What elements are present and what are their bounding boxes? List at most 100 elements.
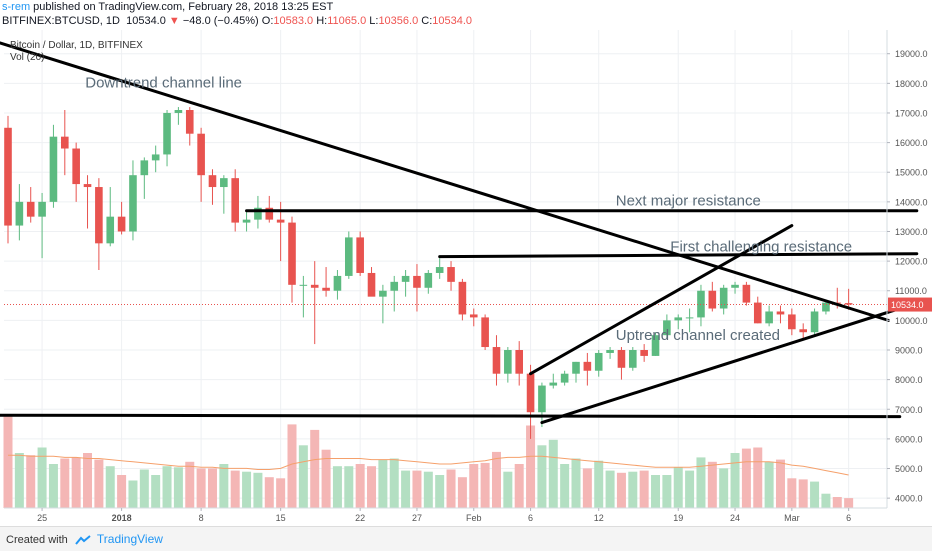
chart-pane[interactable]: Downtrend channel line Next major resista… <box>0 30 932 526</box>
open-label: O: <box>261 15 274 27</box>
volume-bar <box>173 467 183 508</box>
volume-bar <box>639 470 649 508</box>
price-change: −48.0 (−0.45%) <box>182 15 259 27</box>
close-label: C: <box>421 15 433 27</box>
price-axis-label: 16000.0 <box>895 138 928 148</box>
volume-ma-line <box>8 454 849 476</box>
time-axis-label: 25 <box>37 513 47 523</box>
downtrend-channel-line[interactable] <box>0 41 890 322</box>
time-axis-label: 6 <box>528 513 533 523</box>
volume-bar <box>514 464 524 508</box>
time-axis-label: 27 <box>412 513 422 523</box>
annotation-text[interactable]: First challenging resistance <box>670 239 852 256</box>
volume-bar <box>139 469 149 508</box>
candle-body <box>310 284 319 288</box>
price-axis-label: 9000.0 <box>895 346 923 356</box>
candle-body <box>822 302 830 312</box>
price-axis-label: 10000.0 <box>895 316 928 326</box>
author-link[interactable]: s-rem <box>2 1 31 13</box>
volume-bar <box>798 479 808 508</box>
volume-bar <box>14 453 24 508</box>
candle-body <box>606 350 614 353</box>
volume-bar <box>628 471 638 508</box>
volume-bar <box>264 477 274 508</box>
annotation-text[interactable]: Next major resistance <box>616 193 761 210</box>
candle-body <box>276 219 285 223</box>
volume-bar <box>821 493 831 508</box>
volume-bar <box>298 445 308 508</box>
volume-bar <box>367 466 377 508</box>
candle-body <box>515 350 523 374</box>
candle-body <box>719 287 728 309</box>
legend-indicator: Vol (20) <box>10 52 45 63</box>
candle-body <box>231 178 239 223</box>
candle-body <box>583 361 592 371</box>
volume-bar <box>196 468 206 508</box>
annotation-text[interactable]: Downtrend channel line <box>85 74 242 91</box>
price-axis-label: 11000.0 <box>895 286 927 296</box>
price-chart[interactable]: Downtrend channel line Next major resista… <box>0 30 932 526</box>
low-label: L: <box>369 15 379 27</box>
volume-bar <box>207 468 217 508</box>
volume-bar <box>764 461 774 508</box>
candle-body <box>458 281 467 315</box>
volume-bar <box>128 480 138 508</box>
volume-bar <box>3 415 13 508</box>
candle-body <box>674 317 683 321</box>
price-axis-label: 17000.0 <box>895 108 928 118</box>
volume-bar <box>832 497 842 508</box>
high-label: H: <box>316 15 328 27</box>
time-axis-label: 6 <box>846 513 851 523</box>
volume-bar <box>412 470 422 508</box>
annotation-text[interactable]: Uptrend channel created <box>616 327 780 344</box>
candle-body <box>379 290 387 297</box>
price-axis-label: 15000.0 <box>895 168 928 178</box>
candle-body <box>140 160 149 176</box>
volume-bar <box>775 459 785 508</box>
volume-bar <box>810 481 820 508</box>
candle-body <box>708 290 717 309</box>
first-challenging-resistance[interactable] <box>438 252 919 259</box>
candle-body <box>413 275 421 288</box>
volume-bar <box>321 449 331 508</box>
candle-body <box>95 187 103 244</box>
candle-body <box>629 350 637 368</box>
open-value: 10583.0 <box>273 15 314 27</box>
volume-bar <box>616 472 626 508</box>
candle-body <box>265 207 274 220</box>
candle-body <box>663 320 671 336</box>
price-axis-label: 8000.0 <box>895 375 923 385</box>
candle-body <box>117 216 126 232</box>
candle-body <box>469 314 478 318</box>
down-arrow-icon: ▼ <box>168 15 180 27</box>
candle-body <box>333 275 342 291</box>
candle-body <box>685 317 694 319</box>
volume-bar <box>594 460 604 508</box>
support-line[interactable] <box>0 413 902 419</box>
candle-body <box>765 311 773 324</box>
volume-bar <box>378 459 388 508</box>
uptrend-channel-upper[interactable] <box>529 224 794 376</box>
volume-bar <box>287 424 297 508</box>
candle-body <box>299 284 308 286</box>
candle-body <box>549 382 558 386</box>
volume-bar <box>276 478 286 508</box>
time-axis-label: 15 <box>276 513 286 523</box>
candle-body <box>288 222 296 285</box>
candle-body <box>742 284 751 303</box>
time-axis-label: 22 <box>355 513 365 523</box>
chart-legend: Bitcoin / Dollar, 1D, BITFINEX Vol (20) <box>10 40 143 64</box>
tradingview-brand[interactable]: TradingView <box>96 532 163 546</box>
volume-bar <box>571 458 581 508</box>
candle-body <box>4 127 12 226</box>
uptrend-channel-lower[interactable] <box>540 307 902 425</box>
volume-bar <box>491 451 501 508</box>
volume-bar <box>389 458 399 508</box>
legend-title: Bitcoin / Dollar, 1D, BITFINEX <box>10 40 143 51</box>
volume-bar <box>37 447 47 508</box>
candle-body <box>254 207 262 220</box>
volume-bar <box>707 461 717 508</box>
volume-bar <box>83 453 93 508</box>
candle-body <box>651 335 660 356</box>
volume-bar <box>310 429 320 508</box>
